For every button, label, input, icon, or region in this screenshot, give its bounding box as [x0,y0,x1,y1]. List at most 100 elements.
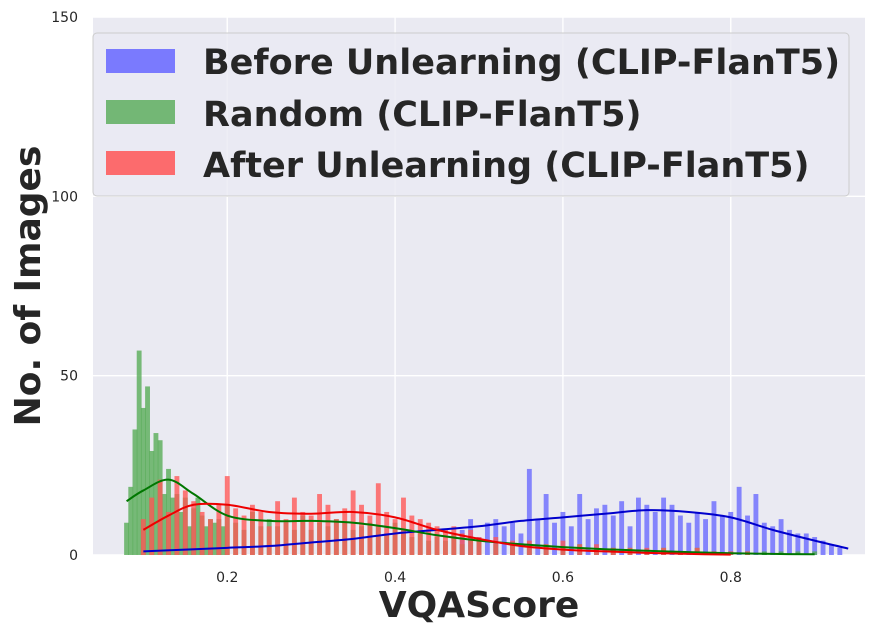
x-tick-label: 0.2 [216,570,238,586]
bar-before [745,515,750,555]
bar-after [258,511,264,555]
bar-before [585,519,591,555]
legend-label-before: Before Unlearning (CLIP-FlanT5) [203,43,840,83]
bar-before [694,511,700,555]
bar-before [636,497,641,555]
kde-line-before [143,509,849,553]
bar-before [627,526,633,555]
x-tick-label: 0.4 [384,570,406,586]
bar-before [770,526,776,555]
bar-before [501,526,507,555]
bar-after [199,511,205,555]
bar-random [153,433,159,555]
y-axis-label: No. of Images [8,146,49,427]
bar-after [166,511,171,555]
x-tick-label: 0.6 [552,570,574,586]
x-axis-label: VQAScore [379,585,580,626]
bar-before [535,519,541,555]
bar-after [241,515,247,555]
bar-before [787,529,792,555]
bar-before [484,522,490,555]
y-tick-label: 0 [69,548,78,564]
bar-after [392,519,398,555]
bar-after [409,515,415,555]
bar-after [191,501,197,555]
bar-before [560,511,566,555]
bar-after [140,519,146,555]
bar-after [493,537,499,555]
bar-random [187,526,192,555]
bar-before [619,501,625,555]
bar-after [283,519,289,555]
bar-random [812,551,818,555]
bar-after [216,504,222,555]
bar-before [711,501,717,555]
bar-after [468,529,474,555]
bar-before [812,537,818,555]
bar-before [610,515,616,555]
y-tick-label: 50 [60,369,78,385]
bar-before [644,504,650,555]
legend: Before Unlearning (CLIP-FlanT5) Random (… [92,32,850,197]
bar-after [476,537,482,555]
bar-before [761,522,767,555]
bar-random [140,407,146,555]
bar-after [375,483,381,555]
bar-after [250,504,255,555]
bar-before [669,504,675,555]
bar-before [510,522,515,555]
kde-line-after [142,502,731,556]
bar-after [359,504,364,555]
bar-random [128,486,134,555]
bar-random [220,526,226,555]
bar-after [266,526,272,555]
bar-before [661,497,667,555]
bar-before [526,468,532,555]
legend-swatch-random [106,100,175,124]
bar-before [652,511,658,555]
bar-before [736,486,742,555]
bar-after [443,529,448,555]
bar-before [577,494,583,555]
bar-after [367,515,373,555]
bar-after [208,519,213,555]
bar-after [182,490,188,555]
bar-after [342,508,348,555]
bar-before [552,522,557,555]
x-tick-label: 0.8 [720,570,742,586]
bar-before [703,519,708,555]
bar-random [161,494,167,555]
y-tick-label: 100 [51,189,78,205]
bar-random [203,526,209,555]
bar-random [145,386,150,555]
bar-before [719,515,725,555]
legend-swatch-before [106,49,175,73]
bar-before [594,508,599,555]
bar-after [451,526,457,555]
kde-line-random [126,478,815,556]
bar-random [170,497,176,555]
bar-random [212,522,218,555]
bar-after [149,497,155,555]
bar-after [325,504,331,555]
bar-before [795,533,801,555]
bar-random [124,522,129,555]
bar-after [434,526,440,555]
bar-before [728,511,734,555]
bar-random [195,497,201,555]
bar-before [829,544,834,555]
bar-before [568,526,574,555]
bar-after [543,544,549,555]
bar-after [459,533,465,555]
bar-random [136,350,142,555]
bar-after [157,479,163,555]
bar-random [132,429,138,555]
bar-after [308,515,314,555]
bar-after [275,501,281,555]
bar-random [178,511,184,555]
bar-after [233,508,239,555]
bar-after [333,519,339,555]
bar-before [602,504,608,555]
bar-after [401,497,406,555]
